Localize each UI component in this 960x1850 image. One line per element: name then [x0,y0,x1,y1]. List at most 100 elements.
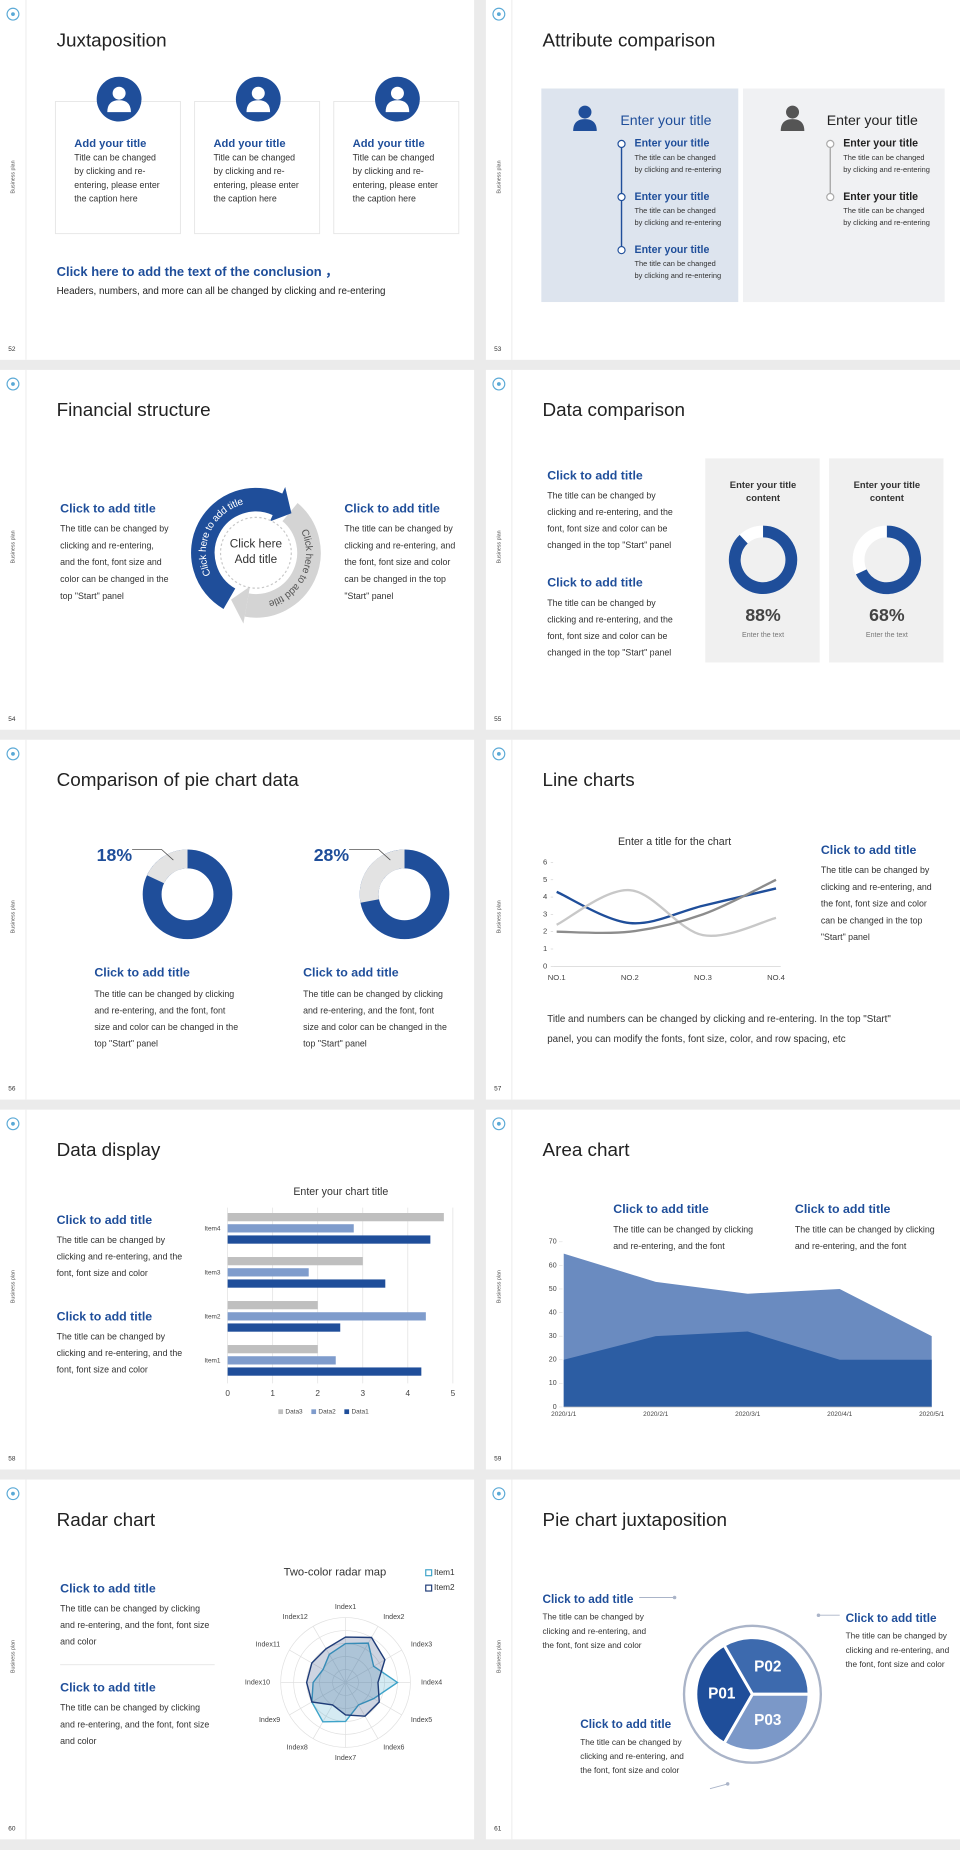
item-heading: Enter your title [634,191,709,203]
x-tick-label: 2020/4/1 [827,1411,853,1418]
item-heading: Enter your title [634,244,709,256]
text-line: font, font size and color can be [547,523,667,533]
panel-heading: Enter your title [620,112,711,128]
text-line: The title can be changed by [344,523,453,533]
text-line: clicking and re-entering, [60,540,154,550]
side-label: Business plan [496,530,502,563]
slide-number: 52 [8,346,16,353]
legend-label: Item2 [434,1583,455,1592]
slide-title: Juxtaposition [57,29,167,50]
pie-segment [722,1636,811,1696]
pie-segment [722,1692,811,1753]
arrow-head [231,586,250,624]
side-label: Business plan [10,900,16,933]
segment-label: P03 [754,1712,781,1729]
text-line: by clicking and re- [74,166,145,176]
legend-label: Item1 [434,1568,455,1577]
y-tick-label: 30 [549,1333,557,1340]
text-line: and re-entering, and the font, font size [60,1620,209,1630]
y-tick-label: 40 [549,1309,557,1316]
axis-label: Index1 [335,1604,356,1611]
leader-line [349,849,391,861]
panel [705,458,820,663]
text-line: by clicking and re-entering [634,271,721,280]
x-tick-label: 0 [225,1389,230,1398]
slide-number: 54 [8,716,16,723]
slide-background [0,0,475,360]
axis-label: Index9 [259,1717,280,1724]
arc-blue [191,487,284,609]
spoke [289,1649,346,1683]
spoke [312,1682,346,1739]
text-line: the font, font size and color [846,1660,945,1669]
bar [227,1268,309,1277]
card-heading: Add your title [353,138,425,150]
y-tick-label: 0 [553,1404,557,1411]
icon-body [107,100,131,113]
y-tick-label: 5 [543,875,547,884]
item-heading: Enter your title [843,138,918,150]
timeline-dot [826,139,835,149]
side-label: Business plan [496,160,502,193]
logo-dot [11,1491,15,1496]
text-line: The title can be changed [634,153,715,162]
segment-label: P01 [708,1685,736,1702]
timeline-dot [617,245,626,255]
text-line: The title can be changed by [547,598,656,608]
radar-series [311,1642,399,1723]
text-line: The title can be changed [634,259,715,268]
text-line: The title can be changed by [846,1632,948,1641]
text-line: and color [60,1637,96,1647]
slide-number: 53 [494,346,502,353]
text-line: changed in the top "Start" panel [547,647,671,657]
spoke [345,1682,379,1739]
text-line: by clicking and re-entering [634,218,721,227]
block-heading: Click to add title [580,1718,671,1731]
chart-title: Enter a title for the chart [618,836,731,848]
text-line: entering, please enter [213,180,298,190]
slide: Business plan 59 Area chart 0 10 20 30 40 50 60 70… [485,1109,960,1470]
logo [6,747,20,761]
logo [6,1487,20,1501]
text-line: The title can be changed [634,206,715,215]
spoke [345,1626,379,1683]
legend-swatch [344,1409,350,1415]
text-line: the caption here [353,193,416,203]
bar [227,1301,318,1310]
y-tick-label: 0 [543,961,547,970]
text-line: The title can be changed by [580,1738,682,1747]
x-tick-label: NO.3 [694,973,712,982]
logo [492,7,506,21]
text-line: entering, please enter [74,180,159,190]
connector-dot [725,1782,730,1786]
legend-label: Data3 [285,1408,303,1415]
slide-background [0,739,475,1100]
y-tick-label: Item4 [204,1226,221,1233]
slide-number: 55 [494,716,502,723]
logo-dot [11,12,15,17]
text-line: and re-entering, and the font, font [303,1005,435,1015]
text-line: Title can be changed [353,152,435,162]
icon-body [246,100,271,113]
slide: Business plan 56 Comparison of pie chart d… [0,739,475,1100]
value-label: 28% [314,845,350,865]
value-label: 18% [97,845,133,865]
legend-label: Data1 [351,1408,369,1415]
slide-number: 61 [494,1825,502,1832]
x-tick-label: NO.1 [548,973,566,982]
block-heading: Click to add title [94,966,190,980]
conclusion-heading: Click here to add the text of the conclu… [57,264,339,279]
slide-title: Data comparison [543,399,686,420]
text-line: The title can be changed by clicking [795,1224,935,1234]
text-line: Title can be changed [213,152,295,162]
panel [829,458,944,663]
caption: Enter the text [866,632,908,639]
axis-label: Index3 [411,1642,432,1649]
leader-line [132,849,174,861]
text-line: the font, font size and color [543,1641,642,1650]
block-heading: Click to add title [60,501,156,515]
x-tick-label: 2 [315,1389,320,1398]
axis-label: Index12 [283,1614,308,1621]
axis-label: Index11 [256,1642,281,1649]
text-line: "Start" panel [344,591,393,601]
